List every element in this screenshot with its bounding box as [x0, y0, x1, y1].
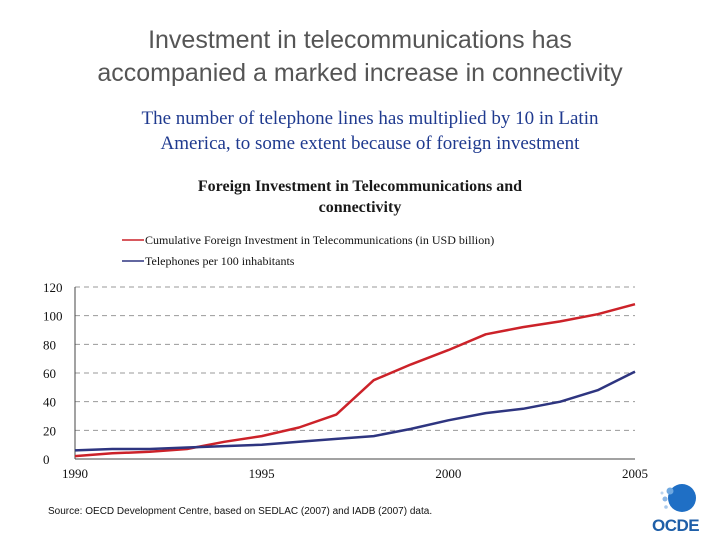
y-tick-label: 60: [43, 366, 56, 381]
y-tick-label: 0: [43, 452, 50, 467]
slide-subtitle-line-1: The number of telephone lines has multip…: [141, 108, 599, 129]
y-tick-label: 120: [43, 280, 63, 295]
chart-title: Foreign Investment in Telecommunications…: [90, 176, 630, 218]
chart-title-line-1: Foreign Investment in Telecommunications…: [197, 178, 523, 195]
chart-title-line-2: connectivity: [318, 199, 402, 216]
slide-title-line-2: accompanied a marked increase in connect…: [97, 59, 623, 87]
x-tick-label: 2000: [435, 466, 461, 481]
series-line-2: [74, 370, 636, 452]
slide-title-line-1: Investment in telecommunications has: [148, 26, 572, 54]
slide-subtitle-line-2: America, to some extent because of forei…: [160, 133, 580, 154]
x-tick-label: 1990: [62, 466, 88, 481]
y-tick-label: 40: [43, 395, 56, 410]
oecd-logo-icon: [660, 484, 696, 512]
x-tick-label: 2005: [622, 466, 648, 481]
slide-subtitle: The number of telephone lines has multip…: [40, 106, 700, 156]
y-tick-label: 20: [43, 423, 56, 438]
source-note: Source: OECD Development Centre, based o…: [48, 506, 433, 517]
legend-label: Cumulative Foreign Investment in Telecom…: [145, 233, 494, 247]
oecd-logo-text: OCDE: [652, 516, 700, 535]
y-tick-label: 100: [43, 309, 63, 324]
series-line-1: [74, 302, 636, 458]
y-tick-label: 80: [43, 337, 56, 352]
x-tick-label: 1995: [249, 466, 275, 481]
legend-label: Telephones per 100 inhabitants: [145, 254, 295, 268]
slide-title: Investment in telecommunications has acc…: [0, 24, 720, 90]
